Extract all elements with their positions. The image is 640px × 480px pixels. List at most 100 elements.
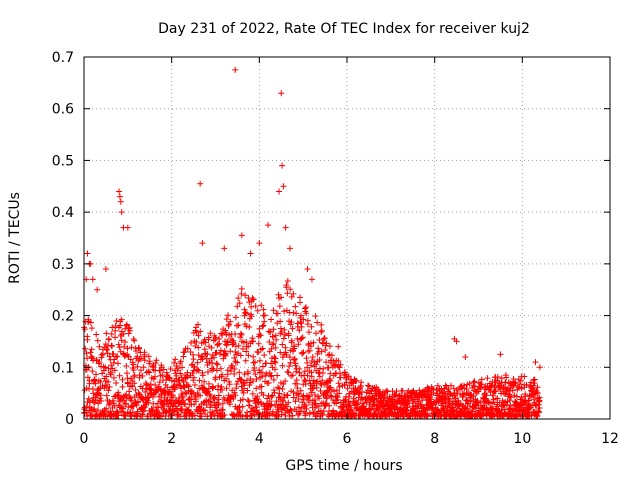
data-point [179, 364, 186, 371]
data-point [241, 306, 248, 313]
data-point [190, 356, 197, 363]
data-point [353, 377, 360, 384]
data-point [236, 407, 243, 414]
data-point [497, 351, 504, 358]
data-point [260, 312, 267, 319]
data-point [113, 379, 120, 386]
data-point [490, 399, 497, 406]
data-point [258, 383, 265, 390]
data-point [313, 330, 320, 337]
data-point [119, 376, 126, 383]
data-point [110, 351, 117, 358]
data-point [311, 397, 318, 404]
data-point [333, 387, 340, 394]
data-point [300, 349, 307, 356]
data-point [331, 388, 338, 395]
data-point [99, 351, 106, 358]
data-point [112, 323, 119, 330]
data-point [249, 390, 256, 397]
data-point [516, 381, 523, 388]
data-point [244, 387, 251, 394]
data-point [266, 398, 273, 405]
data-point [116, 193, 123, 200]
data-point [140, 364, 147, 371]
data-point [159, 372, 166, 379]
data-point [137, 367, 144, 374]
data-point [140, 407, 147, 414]
data-point [323, 394, 330, 401]
data-point [289, 412, 296, 419]
data-point [233, 322, 240, 329]
data-point [348, 404, 355, 411]
data-point [136, 356, 143, 363]
data-point [511, 380, 518, 387]
data-point [311, 391, 318, 398]
data-point [208, 355, 215, 362]
data-point [145, 368, 152, 375]
data-point [373, 406, 380, 413]
data-point [198, 413, 205, 420]
data-point [277, 318, 284, 325]
data-point [178, 374, 185, 381]
data-point [136, 372, 143, 379]
data-point [348, 378, 355, 385]
data-point [290, 348, 297, 355]
y-axis-label: ROTI / TECUs [7, 192, 23, 284]
data-point [245, 370, 252, 377]
data-point [115, 412, 122, 419]
data-point [358, 394, 365, 401]
x-tick-label: 6 [343, 431, 352, 447]
data-point [295, 391, 302, 398]
data-point [298, 323, 305, 330]
data-point [156, 379, 163, 386]
data-point [113, 318, 120, 325]
data-point [248, 303, 255, 310]
data-point [103, 405, 110, 412]
data-point [249, 378, 256, 385]
data-point [259, 373, 266, 380]
data-point [313, 379, 320, 386]
data-point [265, 379, 272, 386]
data-point [238, 232, 245, 239]
data-point [480, 411, 487, 418]
data-point [137, 355, 144, 362]
data-point [230, 340, 237, 347]
data-point [217, 365, 224, 372]
data-point [197, 180, 204, 187]
data-point [103, 392, 110, 399]
data-point [123, 321, 130, 328]
data-point [195, 367, 202, 374]
data-point [534, 390, 541, 397]
data-point [259, 323, 266, 330]
data-point [520, 400, 527, 407]
data-point [202, 339, 209, 346]
data-point [323, 379, 330, 386]
data-point [92, 397, 99, 404]
data-point [232, 392, 239, 399]
data-point [219, 331, 226, 338]
data-point [196, 385, 203, 392]
data-point [473, 389, 480, 396]
data-point [172, 384, 179, 391]
data-point [316, 356, 323, 363]
data-point [201, 398, 208, 405]
data-point [536, 394, 543, 401]
data-point [526, 405, 533, 412]
data-point [532, 359, 539, 366]
data-point [223, 331, 230, 338]
data-point [235, 342, 242, 349]
data-point [278, 411, 285, 418]
data-point [312, 313, 319, 320]
data-point [505, 379, 512, 386]
data-point [200, 399, 207, 406]
data-point [236, 300, 243, 307]
data-point [270, 326, 277, 333]
data-point [84, 374, 91, 381]
data-point [110, 374, 117, 381]
data-point [235, 295, 242, 302]
data-point [430, 386, 437, 393]
data-point [235, 322, 242, 329]
data-point [451, 390, 458, 397]
data-point [207, 330, 214, 337]
data-point [188, 388, 195, 395]
